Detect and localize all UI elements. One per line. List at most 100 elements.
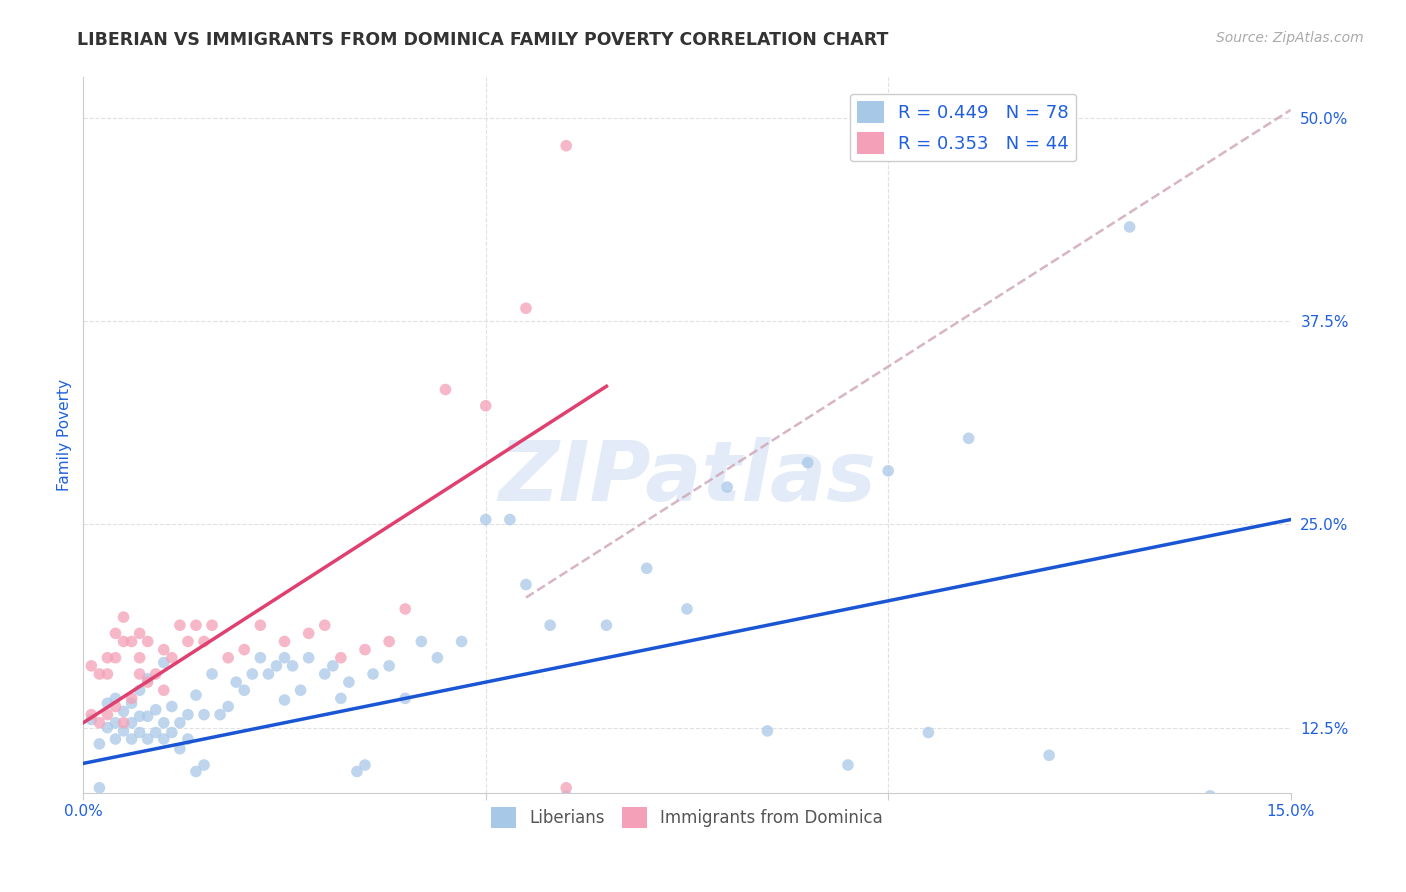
Point [96, 650, 118, 665]
Point [1199, 789, 1222, 803]
Point [145, 725, 167, 739]
Point [184, 764, 207, 779]
Point [89, 780, 111, 795]
Point [193, 758, 215, 772]
Point [499, 512, 522, 526]
Point [152, 731, 174, 746]
Point [128, 650, 150, 665]
Point [322, 658, 344, 673]
Point [145, 703, 167, 717]
Point [96, 667, 118, 681]
Point [104, 699, 127, 714]
Point [112, 715, 135, 730]
Point [266, 658, 288, 673]
Point [273, 634, 295, 648]
Point [89, 737, 111, 751]
Point [160, 725, 183, 739]
Point [177, 634, 200, 648]
Point [716, 480, 738, 494]
Point [169, 715, 191, 730]
Point [394, 691, 416, 706]
Point [80, 713, 103, 727]
Point [112, 634, 135, 648]
Point [361, 667, 384, 681]
Point [240, 667, 263, 681]
Point [434, 383, 457, 397]
Point [354, 758, 377, 772]
Point [337, 675, 360, 690]
Point [394, 602, 416, 616]
Point [1118, 219, 1140, 234]
Point [676, 602, 699, 616]
Point [96, 721, 118, 735]
Point [538, 618, 561, 632]
Point [112, 705, 135, 719]
Point [917, 725, 939, 739]
Point [217, 699, 239, 714]
Point [128, 667, 150, 681]
Point [555, 780, 578, 795]
Point [96, 696, 118, 710]
Point [281, 658, 304, 673]
Point [121, 696, 143, 710]
Point [273, 650, 295, 665]
Point [378, 658, 401, 673]
Point [136, 675, 159, 690]
Point [145, 667, 167, 681]
Point [249, 618, 271, 632]
Point [756, 723, 779, 738]
Point [128, 709, 150, 723]
Point [104, 691, 127, 706]
Point [136, 634, 159, 648]
Point [796, 456, 818, 470]
Point [177, 731, 200, 746]
Point [169, 618, 191, 632]
Legend: Liberians, Immigrants from Dominica: Liberians, Immigrants from Dominica [485, 801, 890, 834]
Point [112, 610, 135, 624]
Point [555, 138, 578, 153]
Point [136, 709, 159, 723]
Point [426, 650, 449, 665]
Point [104, 715, 127, 730]
Point [957, 431, 980, 445]
Point [80, 707, 103, 722]
Point [474, 512, 496, 526]
Y-axis label: Family Poverty: Family Poverty [58, 379, 72, 491]
Point [290, 683, 312, 698]
Point [128, 725, 150, 739]
Point [89, 715, 111, 730]
Point [136, 731, 159, 746]
Text: ZIPatlas: ZIPatlas [498, 437, 876, 518]
Point [104, 731, 127, 746]
Point [298, 650, 321, 665]
Point [152, 642, 174, 657]
Point [877, 464, 900, 478]
Point [225, 675, 247, 690]
Point [104, 626, 127, 640]
Point [233, 683, 256, 698]
Point [112, 723, 135, 738]
Point [217, 650, 239, 665]
Point [160, 699, 183, 714]
Point [515, 577, 537, 591]
Point [273, 693, 295, 707]
Point [249, 650, 271, 665]
Point [474, 399, 496, 413]
Point [193, 707, 215, 722]
Point [314, 667, 336, 681]
Point [378, 634, 401, 648]
Point [184, 688, 207, 702]
Point [209, 707, 232, 722]
Point [257, 667, 280, 681]
Point [80, 658, 103, 673]
Point [346, 764, 368, 779]
Point [450, 634, 472, 648]
Point [193, 634, 215, 648]
Point [121, 634, 143, 648]
Point [636, 561, 658, 575]
Point [160, 650, 183, 665]
Point [233, 642, 256, 657]
Point [1038, 748, 1060, 763]
Point [201, 618, 224, 632]
Point [595, 618, 617, 632]
